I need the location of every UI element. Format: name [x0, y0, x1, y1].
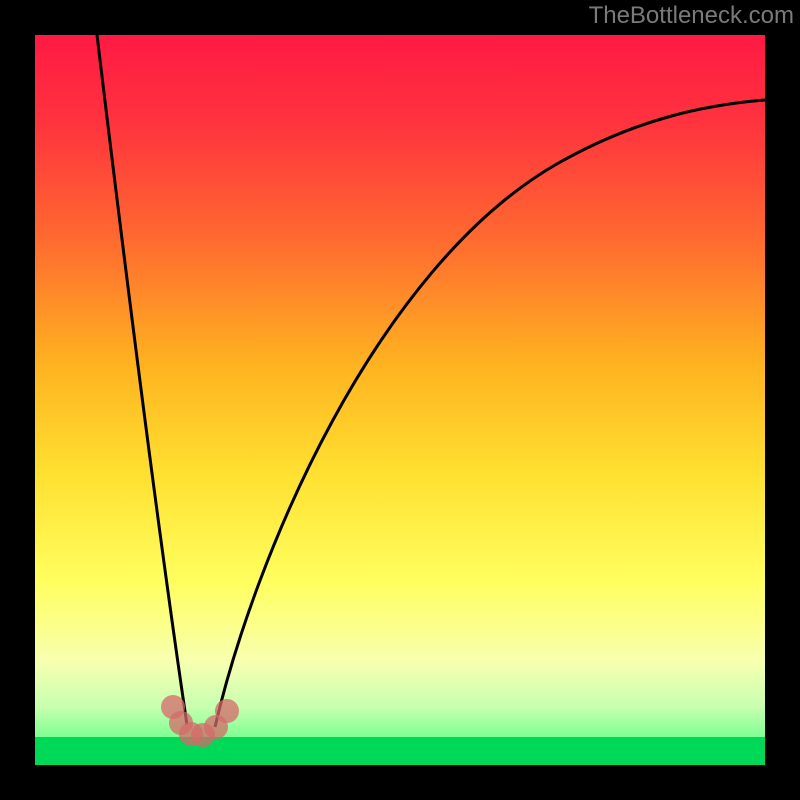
gradient-background [35, 35, 765, 765]
bottom-green-band [35, 737, 765, 765]
marker-point [215, 699, 239, 723]
chart-container: TheBottleneck.com [0, 0, 800, 800]
watermark-text: TheBottleneck.com [589, 2, 794, 30]
chart-svg [35, 35, 765, 765]
plot-area [35, 35, 765, 765]
